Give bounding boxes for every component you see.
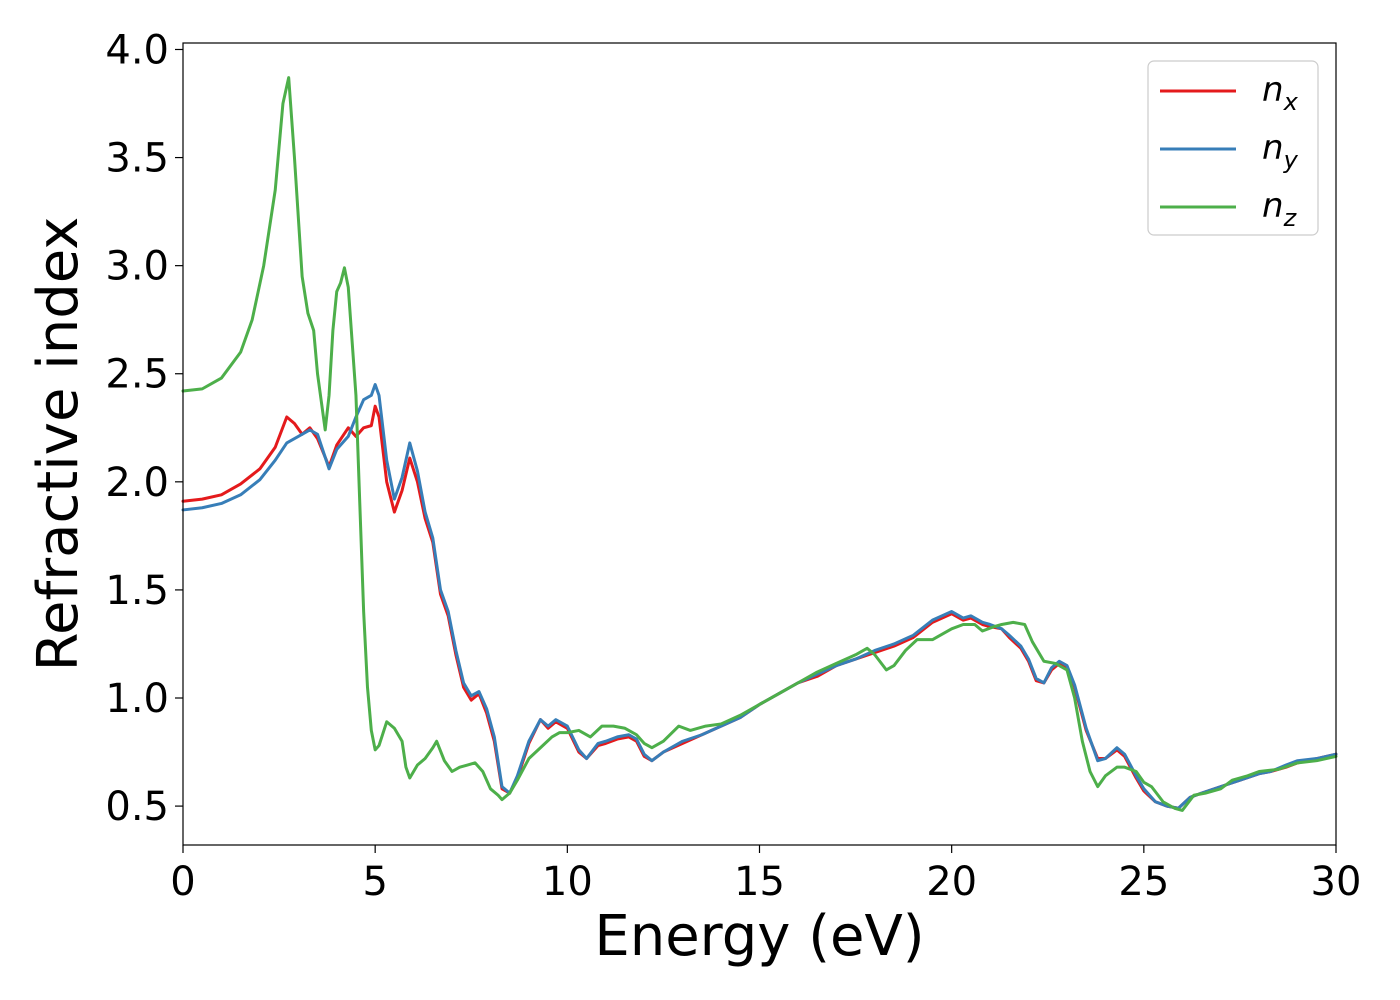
legend-label-subscript: x [1283, 88, 1299, 116]
legend-label-y: ny [1262, 128, 1299, 174]
plot-background [183, 43, 1336, 845]
legend-label-base: n [1262, 70, 1284, 110]
legend-label-z: nz [1262, 186, 1298, 232]
y-tick-label: 0.5 [105, 784, 169, 830]
x-tick-label: 0 [170, 859, 195, 905]
x-tick-label: 25 [1118, 859, 1169, 905]
y-tick-label: 4.0 [105, 27, 169, 73]
legend-label-x: nx [1262, 70, 1299, 116]
legend-label-base: n [1262, 128, 1284, 168]
x-tick-label: 10 [542, 859, 593, 905]
y-axis-label: Refractive index [26, 217, 91, 672]
y-tick-label: 3.5 [105, 136, 169, 182]
series-layer [181, 76, 1338, 812]
x-axis: 0 5 10 15 20 25 30 [170, 845, 1361, 905]
legend-label-base: n [1262, 186, 1284, 226]
y-tick-label: 1.0 [105, 676, 169, 722]
x-tick-label: 5 [362, 859, 387, 905]
x-tick-label: 30 [1311, 859, 1362, 905]
y-tick-label: 2.5 [105, 352, 169, 398]
legend-label-subscript: y [1283, 146, 1299, 174]
y-tick-label: 3.0 [105, 244, 169, 290]
y-tick-label: 1.5 [105, 568, 169, 614]
x-axis-label: Energy (eV) [594, 904, 924, 969]
y-axis: 0.5 1.0 1.5 2.0 2.5 3.0 3.5 4.0 [105, 27, 183, 830]
series-line-y [181, 383, 1338, 810]
x-tick-label: 20 [926, 859, 977, 905]
legend-label-subscript: z [1283, 204, 1298, 232]
y-tick-label: 2.0 [105, 460, 169, 506]
series-line-z [181, 76, 1338, 812]
x-tick-label: 15 [734, 859, 785, 905]
